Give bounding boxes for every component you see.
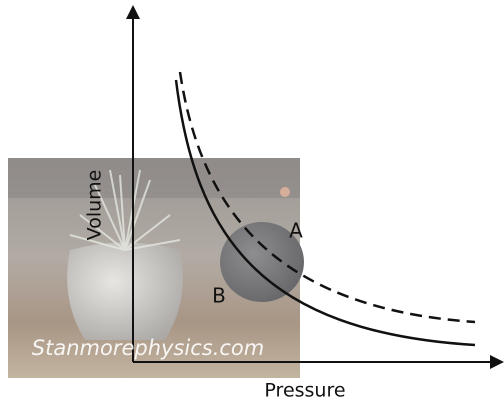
y-axis-label: Volume (84, 170, 106, 241)
curve-label: A (289, 219, 303, 243)
diagram: A B Volume Pressure Stanmorephysics.com (0, 0, 504, 403)
watermark: Stanmorephysics.com (32, 336, 264, 360)
x-axis-label: Pressure (264, 380, 345, 402)
curve-label: B (212, 284, 226, 308)
